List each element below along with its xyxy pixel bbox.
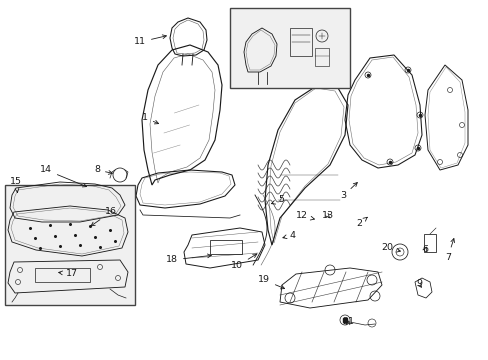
Text: 14: 14 [40,166,86,187]
Bar [35,268,90,282]
Text: 8: 8 [94,166,112,175]
Text: 13: 13 [321,211,333,220]
Text: 15: 15 [10,177,22,193]
Bar [5,185,135,305]
Bar [423,234,435,252]
Text: 4: 4 [283,230,295,239]
Text: 16: 16 [91,207,117,226]
Text: 6: 6 [421,246,427,255]
Text: 19: 19 [258,275,284,289]
Text: 9: 9 [415,279,421,288]
Bar [209,240,242,254]
Text: 5: 5 [271,195,284,204]
Text: 11: 11 [134,35,166,46]
Bar [229,8,349,88]
Bar [314,48,328,66]
Text: 17: 17 [59,270,78,279]
Text: 20: 20 [380,243,400,252]
Text: 7: 7 [444,239,454,261]
Text: 1: 1 [142,113,158,124]
Text: 18: 18 [165,254,211,265]
Text: 10: 10 [230,254,256,270]
Text: 3: 3 [339,183,357,201]
Text: 21: 21 [341,318,353,327]
Bar [289,28,311,56]
Text: 12: 12 [295,211,314,220]
Text: 2: 2 [355,217,366,229]
